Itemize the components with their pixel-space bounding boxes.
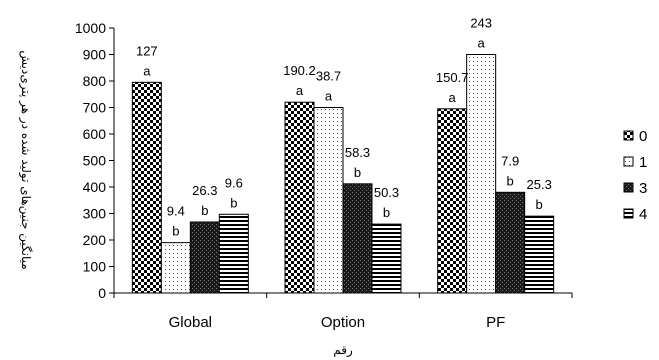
legend-label: 0 [639,128,647,145]
x-axis: Global Option PF [113,292,573,331]
significance-letter: a [296,83,304,98]
x-tick-label: Option [321,314,365,331]
legend-label: 1 [639,154,647,171]
legend-label: 3 [639,180,647,197]
significance-letter: b [507,173,514,188]
significance-letter: b [536,197,543,212]
significance-letter: b [383,205,390,220]
significance-letter: a [478,36,486,51]
significance-letter: b [201,203,208,218]
significance-letter: b [230,195,237,210]
data-label: 26.3 [192,183,217,198]
bar [160,242,191,294]
data-label: 243 [470,16,492,31]
legend-swatch [623,182,634,193]
x-tick-label: PF [486,314,505,331]
y-tick-label: 1000 [75,20,106,36]
legend: 0 1 3 4 [623,128,647,223]
bar [495,191,526,294]
data-label: 38.7 [316,69,341,84]
legend-swatch [623,130,634,141]
significance-letter: a [143,63,151,78]
y-tick-label: 400 [83,179,107,195]
significance-letter: a [449,90,457,105]
data-label: 9.4 [167,204,185,219]
y-axis: 0 100 200 300 400 500 600 700 800 900 1000 [75,20,115,301]
bar [524,215,555,294]
data-label: 190.2 [283,63,316,78]
bar [437,108,468,294]
significance-letter: b [354,165,361,180]
bar [342,183,373,294]
data-label: 50.3 [374,185,399,200]
bar [218,213,249,294]
y-tick-label: 300 [83,206,107,222]
legend-label: 4 [639,206,647,223]
bar [189,221,220,294]
legend-swatch [623,208,634,219]
data-label: 25.3 [527,177,552,192]
y-tick-label: 700 [83,100,107,116]
bar [131,81,162,294]
data-label: 127 [136,43,158,58]
y-tick-label: 900 [83,47,107,63]
data-label: 58.3 [345,145,370,160]
data-label: 7.9 [501,153,519,168]
bar [313,107,344,294]
data-labels-group: a 127 a 190.2 a 150.7 b 9.4 a 38.7 a 243 b 26.3 b 58.3 b… [136,16,552,239]
bar [466,54,497,294]
legend-swatch [623,156,634,167]
y-axis-title: میانگین جنین‌های تولید شده در هر پتری‌دی… [18,50,33,269]
y-tick-label: 500 [83,153,107,169]
y-tick-label: 0 [98,285,106,301]
bar [284,101,315,294]
y-tick-label: 600 [83,126,107,142]
significance-letter: b [172,224,179,239]
data-label: 150.7 [436,70,469,85]
significance-letter: a [325,89,333,104]
y-tick-label: 200 [83,232,107,248]
y-tick-label: 100 [83,259,107,275]
y-tick-label: 800 [83,73,107,89]
data-label: 9.6 [225,175,243,190]
bars-group [131,54,555,294]
bar [371,223,402,294]
x-axis-title: رقم [333,343,353,358]
x-tick-label: Global [169,314,212,331]
